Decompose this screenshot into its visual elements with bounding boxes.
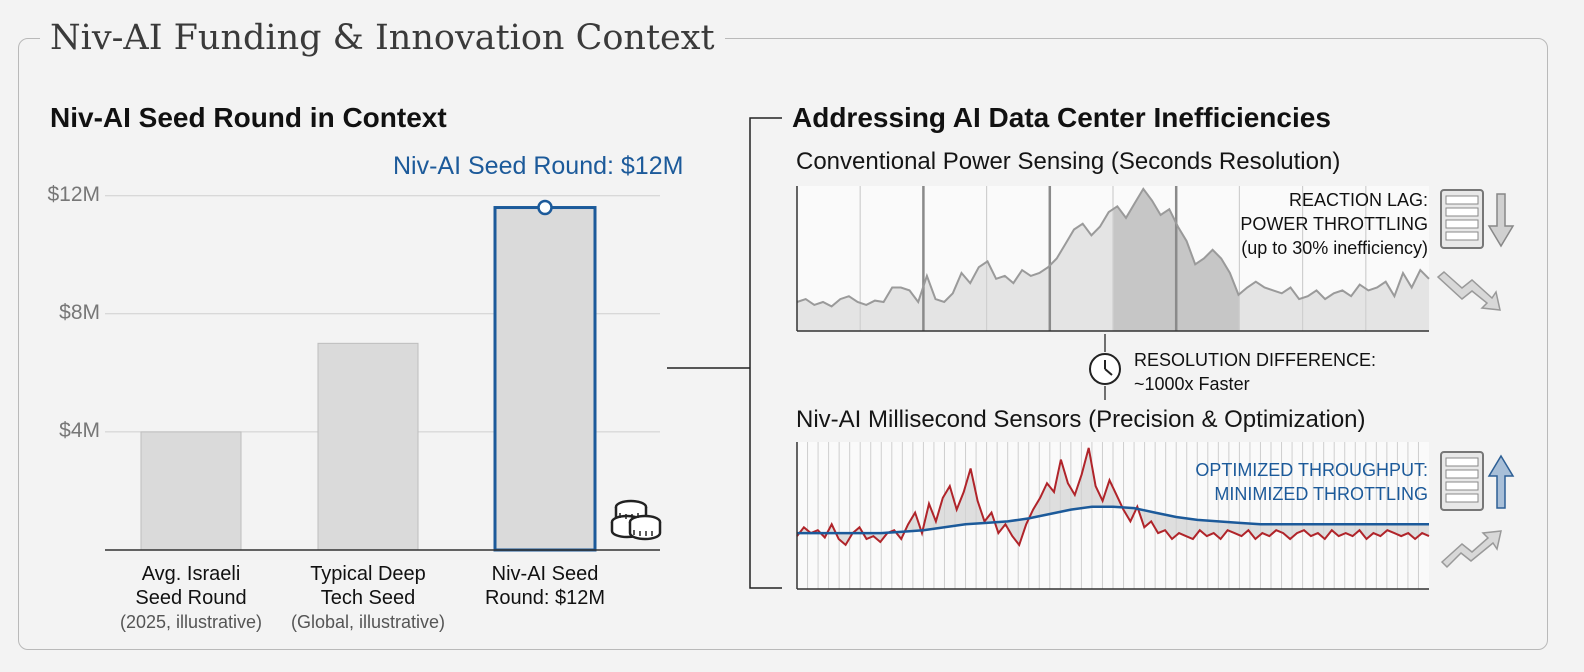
x-tick-label: Niv-AI Seed Round: $12M (445, 562, 645, 610)
server-icon-2 (1440, 451, 1484, 511)
lag-line-1: REACTION LAG: (1288, 190, 1428, 210)
trend-up-icon (1440, 530, 1502, 569)
right-panel-title: Addressing AI Data Center Inefficiencies (792, 102, 1331, 133)
power-line (796, 187, 1430, 308)
x-tick-line: Round: $12M (484, 587, 606, 609)
millisecond-line (796, 447, 1430, 547)
y-tick-label: $8M (59, 300, 100, 324)
optimized-line (797, 505, 1429, 535)
variance-area (797, 447, 1429, 545)
y-tick-label: $4M (59, 418, 100, 442)
optimized-line-1: OPTIMIZED THROUGHPUT: (1195, 460, 1428, 480)
lag-line-3: (up to 30% inefficiency) (1241, 238, 1428, 258)
arrow-down-icon (1487, 193, 1515, 248)
trend-down-icon (1436, 271, 1501, 311)
bar (140, 431, 242, 551)
highlight-label: Niv-AI Seed Round: $12M (393, 152, 684, 180)
y-tick-label: $12M (47, 182, 100, 206)
x-tick-sublabel: (2025, illustrative) (119, 612, 263, 632)
x-tick-line: Avg. Israeli (141, 563, 241, 585)
bar (317, 342, 419, 551)
x-tick-sublabel: (Global, illustrative) (290, 612, 446, 632)
outer-frame (18, 38, 1548, 650)
reaction-lag-note: REACTION LAG: POWER THROTTLING (up to 30… (1240, 188, 1428, 260)
x-tick-label: Typical Deep Tech Seed (Global, illustrati… (268, 562, 468, 634)
optimized-line-2: MINIMIZED THROTTLING (1214, 484, 1428, 504)
arrow-up-icon (1487, 454, 1515, 509)
niv-chart-title: Niv-AI Millisecond Sensors (Precision & … (796, 406, 1366, 433)
resolution-line-1: RESOLUTION DIFFERENCE: (1134, 350, 1377, 370)
optimized-note: OPTIMIZED THROUGHPUT: MINIMIZED THROTTLI… (1195, 458, 1428, 506)
bar-marker (537, 199, 553, 216)
page-title: Niv-AI Funding & Innovation Context (40, 14, 725, 62)
conventional-chart-title: Conventional Power Sensing (Seconds Reso… (796, 148, 1341, 175)
bar-chart-title: Niv-AI Seed Round in Context (50, 102, 447, 133)
x-tick-line: Tech Seed (320, 587, 416, 609)
server-icon (1440, 189, 1484, 249)
x-tick-line: Typical Deep (310, 563, 426, 585)
x-tick-label: Avg. Israeli Seed Round (2025, illustrativ… (91, 562, 291, 634)
x-tick-line: Seed Round (135, 587, 247, 609)
x-tick-line: Niv-AI Seed (491, 563, 599, 585)
resolution-note: RESOLUTION DIFFERENCE: ~1000x Faster (1134, 348, 1376, 396)
lag-line-2: POWER THROTTLING (1240, 214, 1428, 234)
resolution-line-2: ~1000x Faster (1134, 374, 1250, 394)
